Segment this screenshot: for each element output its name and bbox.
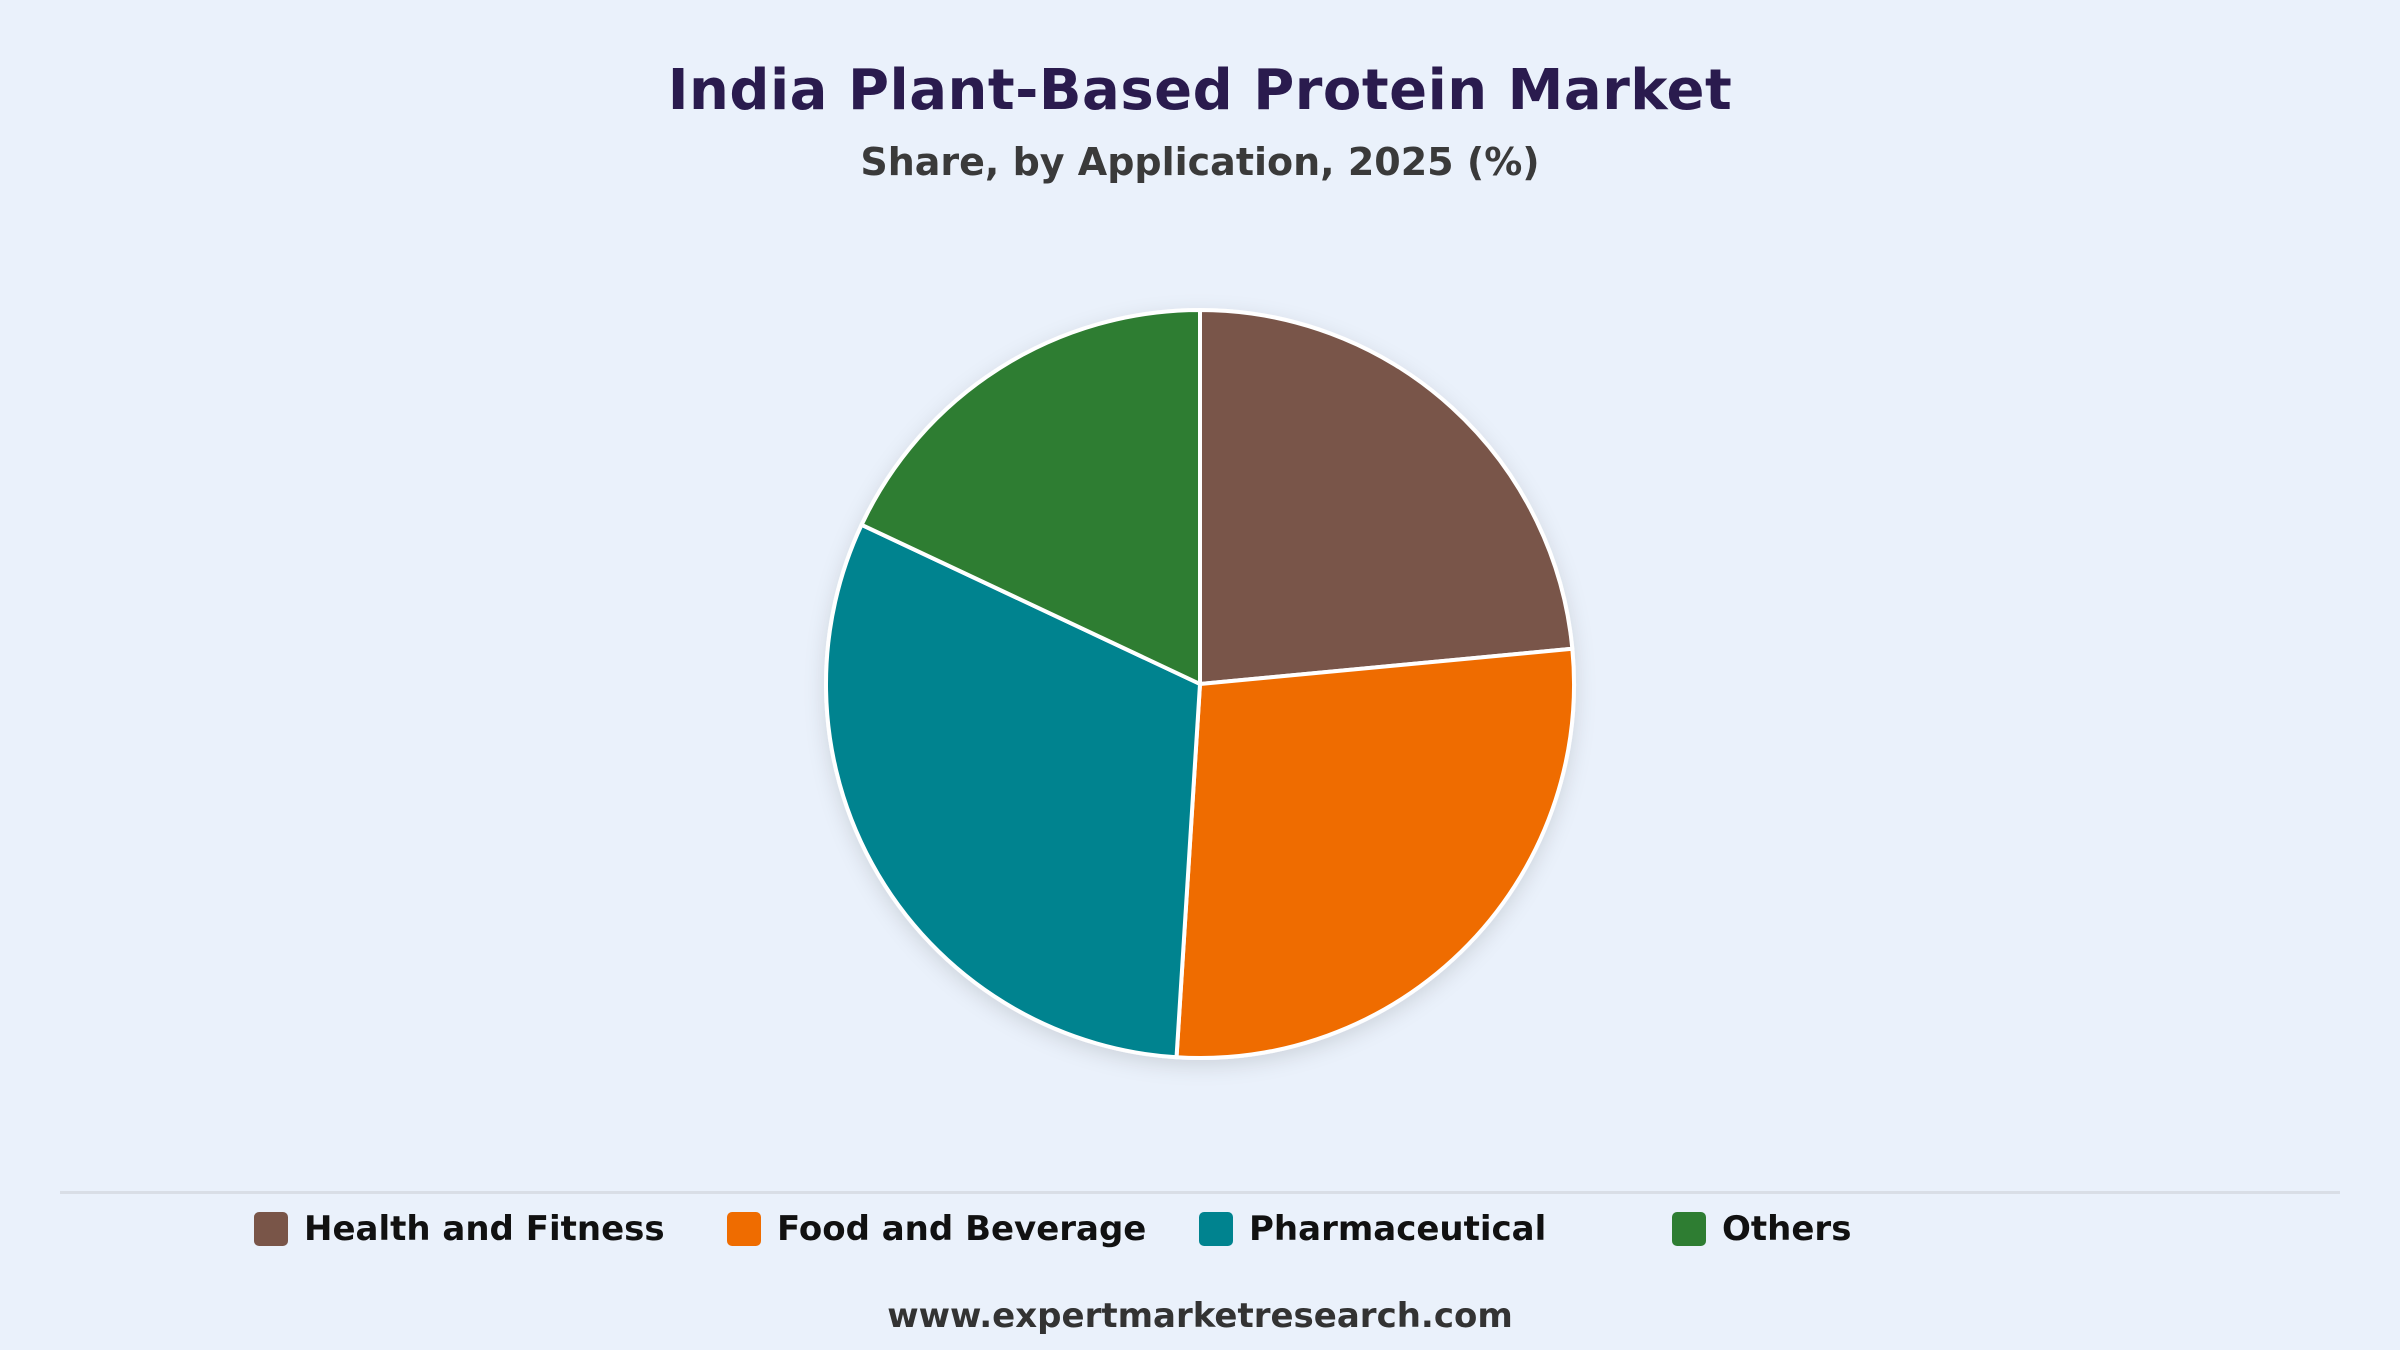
legend-label: Pharmaceutical bbox=[1249, 1209, 1547, 1249]
legend-item-health-and-fitness[interactable]: Health and Fitness bbox=[254, 1204, 665, 1254]
chart-subtitle: Share, by Application, 2025 (%) bbox=[860, 140, 1540, 184]
pie-slices bbox=[824, 308, 1576, 1060]
pie-slice-others[interactable] bbox=[859, 308, 1202, 686]
legend-item-others[interactable]: Others bbox=[1672, 1204, 1851, 1254]
source-url: www.expertmarketresearch.com bbox=[887, 1296, 1513, 1336]
legend-item-food-and-beverage[interactable]: Food and Beverage bbox=[727, 1204, 1146, 1254]
pie-slice-pharmaceutical[interactable] bbox=[824, 522, 1202, 1060]
legend-item-pharmaceutical[interactable]: Pharmaceutical bbox=[1199, 1204, 1546, 1254]
chart-legend: Health and Fitness Food and Beverage Pha… bbox=[0, 1204, 2400, 1254]
legend-swatch bbox=[254, 1212, 288, 1246]
legend-swatch bbox=[727, 1212, 761, 1246]
legend-swatch bbox=[1199, 1212, 1233, 1246]
chart-title: India Plant-Based Protein Market bbox=[667, 58, 1733, 123]
pie-slice-food-and-beverage[interactable] bbox=[1174, 646, 1576, 1060]
pie-slice-health-and-fitness[interactable] bbox=[1198, 308, 1575, 686]
legend-label: Food and Beverage bbox=[777, 1209, 1147, 1249]
legend-swatch bbox=[1672, 1212, 1706, 1246]
legend-label: Health and Fitness bbox=[304, 1209, 665, 1249]
legend-divider bbox=[60, 1191, 2340, 1194]
legend-label: Others bbox=[1722, 1209, 1852, 1249]
